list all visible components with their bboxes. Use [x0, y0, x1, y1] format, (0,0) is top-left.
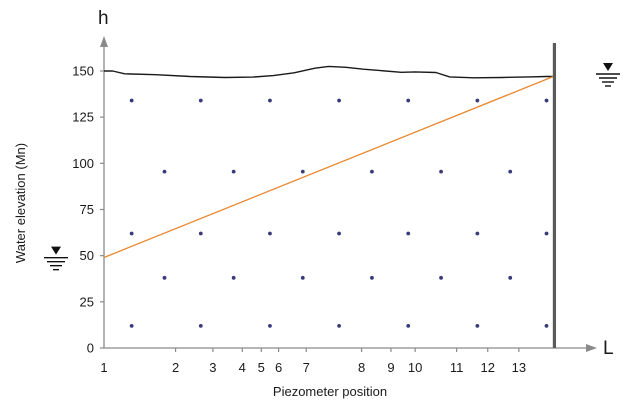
y-tick-label: 100: [72, 156, 94, 171]
piezometer-point: [475, 231, 480, 236]
piezometer-point: [268, 98, 272, 103]
piezometer-point: [162, 275, 167, 280]
water-level-markers: [44, 63, 620, 271]
x-tick-label: 7: [303, 360, 310, 375]
piezometer-point: [162, 169, 167, 174]
piezometer-point: [129, 98, 134, 103]
piezometer-point: [439, 275, 443, 280]
water-level-triangle: [51, 246, 61, 255]
piezometer-point: [475, 323, 480, 328]
piezometer-point: [300, 169, 305, 174]
piezometer-grid: [129, 98, 549, 328]
x-axis-arrow: [586, 344, 597, 352]
piezometer-point: [268, 231, 272, 236]
piezometer-point: [300, 275, 305, 280]
piezometer-point: [406, 98, 411, 103]
water-level-marker-right: [596, 63, 620, 87]
piezometer-point: [544, 98, 549, 103]
y-tick-label: 75: [80, 202, 94, 217]
x-tick-label: 2: [172, 360, 179, 375]
x-tick-label: 10: [408, 360, 422, 375]
x-tick-label: 9: [387, 360, 394, 375]
water-level-triangle: [603, 63, 613, 71]
series-lines: [103, 65, 554, 259]
x-tick-label: 8: [358, 360, 365, 375]
piezometer-point: [231, 169, 236, 174]
phreatic-line-line: [103, 75, 554, 259]
piezometer-point: [337, 98, 341, 103]
ground-surface-line: [104, 65, 554, 79]
y-tick-label: 0: [87, 341, 94, 356]
piezometer-point: [231, 275, 236, 280]
piezometer-point: [475, 98, 480, 103]
x-tick-label: 3: [209, 360, 216, 375]
piezometer-point: [198, 98, 203, 103]
x-tick-label: 4: [239, 360, 246, 375]
x-tick-label: 1: [100, 360, 107, 375]
y-axis-arrow: [100, 36, 108, 47]
piezometer-point: [370, 275, 374, 280]
x-tick-label: 12: [481, 360, 495, 375]
x-axis-label: Piezometer position: [273, 384, 387, 399]
y-tick-label: 50: [80, 248, 94, 263]
piezometer-point: [198, 323, 203, 328]
water-level-marker-left: [44, 246, 68, 271]
piezometer-point: [129, 323, 134, 328]
x-tick-label: 5: [258, 360, 265, 375]
piezometer-point: [406, 231, 411, 236]
piezometer-point: [129, 231, 134, 236]
piezometer-point: [337, 231, 341, 236]
y-tick-label: 25: [80, 294, 94, 309]
piezometer-point: [508, 169, 513, 174]
y-tick-label: 125: [72, 110, 94, 125]
x-tick-label: 11: [450, 360, 464, 375]
piezometer-point: [268, 323, 272, 328]
piezometer-point: [406, 323, 411, 328]
piezometer-point: [439, 169, 443, 174]
piezometer-point: [544, 323, 549, 328]
piezometer-point: [544, 231, 549, 236]
vertical-axis-symbol: h: [98, 8, 109, 29]
piezometer-point: [508, 275, 513, 280]
y-tick-label: 150: [72, 64, 94, 79]
horizontal-axis-symbol: L: [603, 338, 614, 359]
piezometer-point: [370, 169, 374, 174]
y-axis-label: Water elevation (Mn): [13, 143, 28, 263]
x-tick-label: 6: [275, 360, 282, 375]
piezometer-point: [337, 323, 341, 328]
x-tick-label: 13: [512, 360, 526, 375]
piezometer-point: [198, 231, 203, 236]
axes: [100, 36, 597, 352]
